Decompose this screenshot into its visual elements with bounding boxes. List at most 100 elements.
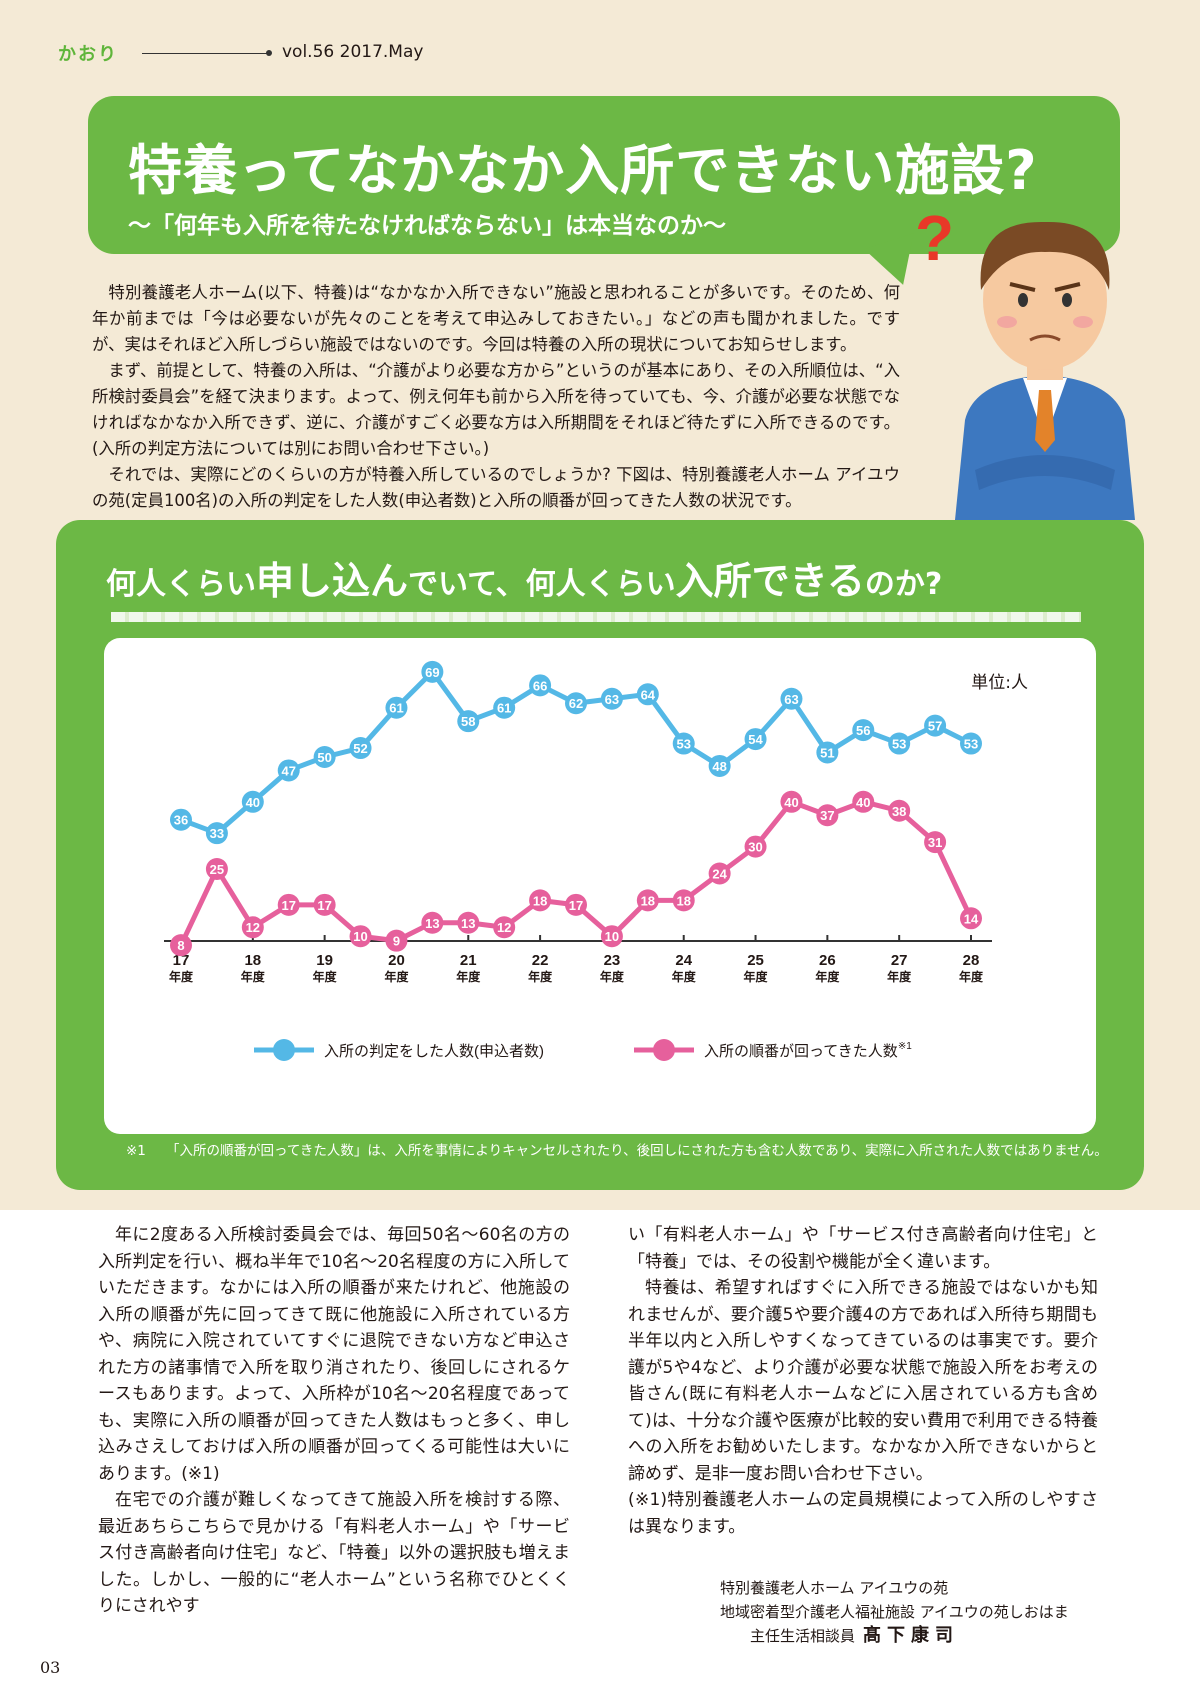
- data-point: [565, 893, 587, 916]
- data-label: 40: [784, 795, 798, 810]
- data-point: [672, 889, 695, 912]
- legend-marker: [653, 1039, 675, 1061]
- data-label: 30: [748, 840, 762, 855]
- data-point: [277, 759, 300, 782]
- data-point: [565, 692, 587, 715]
- data-label: 13: [425, 916, 439, 931]
- signature: 特別養護老人ホーム アイユウの苑 地域密着型介護老人福祉施設 アイユウの苑しおは…: [720, 1576, 1069, 1648]
- data-point: [852, 790, 875, 813]
- data-point: [744, 728, 767, 751]
- data-label: 33: [210, 826, 224, 841]
- x-tick-suffix: 年度: [456, 969, 481, 984]
- chart-panel: 単位:人 17 年度 18 年度 19 年度 20 年度 21 年度 22 年度 23 年度 24 年度 25 年…: [104, 638, 1096, 1134]
- data-label: 17: [569, 898, 583, 913]
- data-label: 17: [281, 898, 295, 913]
- signature-facility: 特別養護老人ホーム アイユウの苑: [720, 1579, 949, 1597]
- data-point: [852, 719, 875, 742]
- body-paragraph: 年に2度ある入所検討委員会では、毎回50名〜60名の方の入所判定を行い、概ね半年…: [98, 1225, 571, 1484]
- data-label: 61: [389, 701, 403, 716]
- intro-paragraph: それでは、実際にどのくらいの方が特養入所しているのでしょうか? 下図は、特別養護…: [92, 465, 900, 510]
- data-label: 61: [497, 701, 511, 716]
- data-point: [529, 889, 552, 912]
- body-note: (※1)特別養護老人ホームの定員規模によって入所のしやすさは異なります。: [628, 1490, 1098, 1537]
- data-label: 48: [712, 759, 726, 774]
- signature-role-line: 主任生活相談員 髙下康司: [750, 1624, 1069, 1648]
- graph-title-part: でいて、何人くらい: [408, 567, 676, 602]
- x-tick-label: 26: [819, 952, 836, 969]
- data-point: [924, 831, 947, 854]
- body-column-right: い「有料老人ホーム」や「サービス付き高齢者向け住宅」と「特養」では、その役割や機…: [628, 1222, 1098, 1540]
- legend-marker: [273, 1039, 295, 1061]
- data-point: [708, 862, 731, 885]
- data-label: 47: [281, 763, 295, 778]
- data-point: [493, 916, 516, 939]
- confused-man-illustration: ?: [915, 202, 1135, 520]
- data-label: 69: [425, 665, 439, 680]
- data-point: [349, 925, 372, 948]
- data-label: 17: [317, 898, 331, 913]
- graph-section: 何人くらい申し込んでいて、何人くらい入所できるのか? 単位:人 17 年度 18 年度…: [56, 520, 1144, 1190]
- legend-label: 入所の順番が回ってきた人数※1: [704, 1041, 912, 1060]
- data-label: 18: [533, 893, 547, 908]
- data-point: [170, 934, 192, 957]
- data-label: 13: [461, 916, 475, 931]
- x-tick-suffix: 年度: [959, 969, 984, 984]
- x-tick-label: 17: [173, 952, 190, 969]
- data-label: 9: [393, 934, 400, 949]
- footnote-text: 「入所の順番が回ってきた人数」は、入所を事情によりキャンセルされたり、後回しにさ…: [166, 1143, 1108, 1159]
- data-point: [205, 858, 228, 880]
- unit-label: 単位:人: [971, 673, 1028, 693]
- graph-title-part: 入所できる: [675, 559, 865, 603]
- body-column-left: 年に2度ある入所検討委員会では、毎回50名〜60名の方の入所判定を行い、概ね半年…: [98, 1222, 570, 1620]
- data-label: 56: [856, 723, 870, 738]
- data-point: [241, 790, 264, 813]
- x-tick-suffix: 年度: [815, 969, 840, 984]
- data-point: [636, 683, 659, 706]
- data-label: 25: [210, 862, 224, 877]
- data-label: 52: [353, 741, 367, 756]
- line-chart: 17年度18年度19年度20年度21年度22年度23年度24年度25年度26年度…: [164, 660, 992, 1061]
- data-point: [780, 790, 803, 813]
- data-label: 8: [177, 938, 184, 953]
- data-point: [385, 696, 408, 719]
- x-tick-suffix: 年度: [528, 969, 553, 984]
- signature-facility-2: 地域密着型介護老人福祉施設 アイユウの苑しおはま: [720, 1603, 1069, 1621]
- data-label: 31: [928, 835, 942, 850]
- data-point: [708, 754, 731, 777]
- graph-title-part: 何人くらい: [106, 567, 256, 602]
- data-label: 54: [748, 732, 763, 747]
- data-point: [924, 714, 947, 737]
- x-tick-suffix: 年度: [241, 969, 266, 984]
- series-line: [178, 799, 974, 947]
- data-point: [888, 799, 911, 822]
- page-subtitle: 〜「何年も入所を待たなければならない」は本当なのか〜: [128, 213, 726, 239]
- x-tick-suffix: 年度: [600, 969, 625, 984]
- data-point: [277, 893, 300, 916]
- data-point: [457, 710, 480, 733]
- data-point: [385, 929, 408, 952]
- data-label: 53: [676, 737, 690, 752]
- data-label: 12: [246, 920, 260, 935]
- header-rule: [142, 53, 267, 54]
- data-label: 36: [174, 813, 188, 828]
- page-title: 特養ってなかなか入所できない施設?: [128, 139, 1038, 202]
- brush-underline: [111, 612, 1081, 622]
- data-point: [313, 746, 336, 768]
- signature-name: 髙下康司: [863, 1625, 960, 1646]
- data-label: 58: [461, 714, 475, 729]
- data-point: [636, 889, 659, 912]
- x-tick-label: 28: [963, 952, 980, 969]
- data-label: 50: [317, 750, 331, 765]
- x-tick-suffix: 年度: [384, 969, 409, 984]
- data-point: [457, 911, 480, 934]
- data-label: 40: [856, 795, 870, 810]
- data-point: [816, 741, 839, 764]
- data-point: [313, 893, 336, 916]
- data-label: 10: [353, 929, 367, 944]
- brand-name: かおり: [58, 44, 118, 65]
- data-label: 53: [892, 737, 906, 752]
- data-point: [349, 737, 372, 760]
- data-label: 62: [569, 696, 583, 711]
- x-tick-label: 21: [460, 952, 477, 969]
- data-point: [744, 835, 767, 858]
